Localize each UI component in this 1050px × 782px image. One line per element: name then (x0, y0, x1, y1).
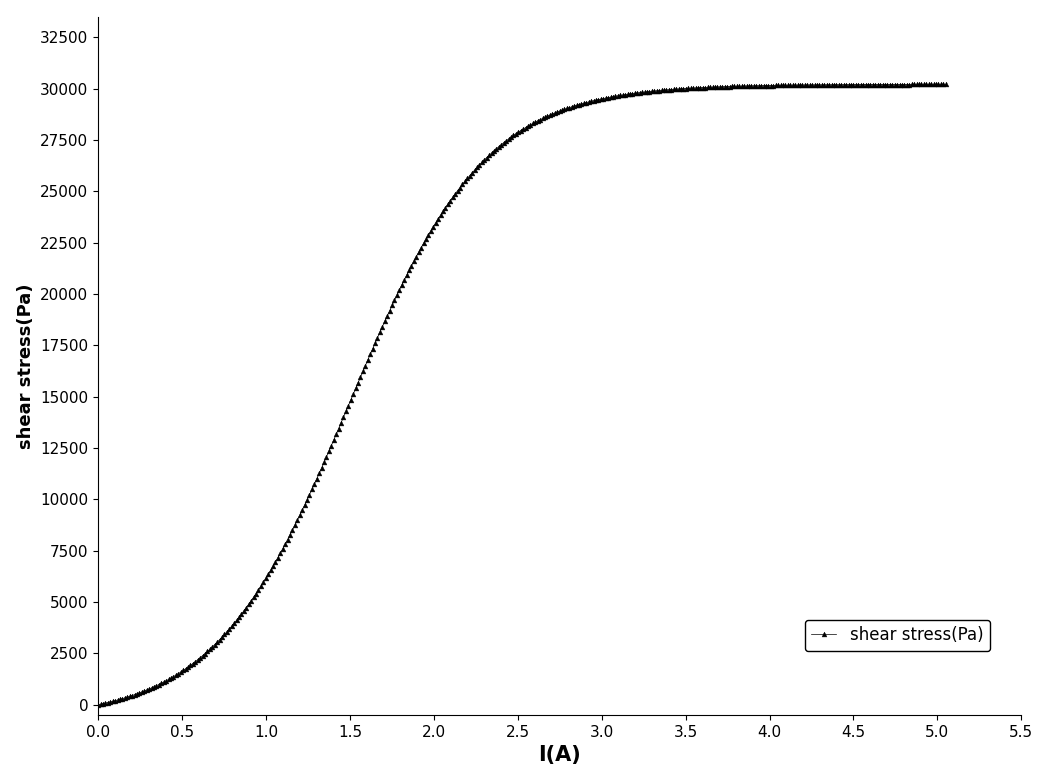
shear stress(Pa) (483, 151, 496, 160)
shear stress(Pa) (544, 110, 556, 120)
shear stress(Pa) (592, 95, 605, 104)
shear stress(Pa) (92, 700, 105, 709)
shear stress(Pa) (927, 80, 940, 89)
X-axis label: I(A): I(A) (539, 745, 581, 766)
shear stress(Pa) (318, 457, 331, 467)
Line: shear stress(Pa): shear stress(Pa) (96, 82, 948, 707)
Y-axis label: shear stress(Pa): shear stress(Pa) (17, 283, 35, 449)
shear stress(Pa) (940, 80, 952, 89)
Legend: shear stress(Pa): shear stress(Pa) (804, 619, 990, 651)
shear stress(Pa) (903, 80, 916, 89)
